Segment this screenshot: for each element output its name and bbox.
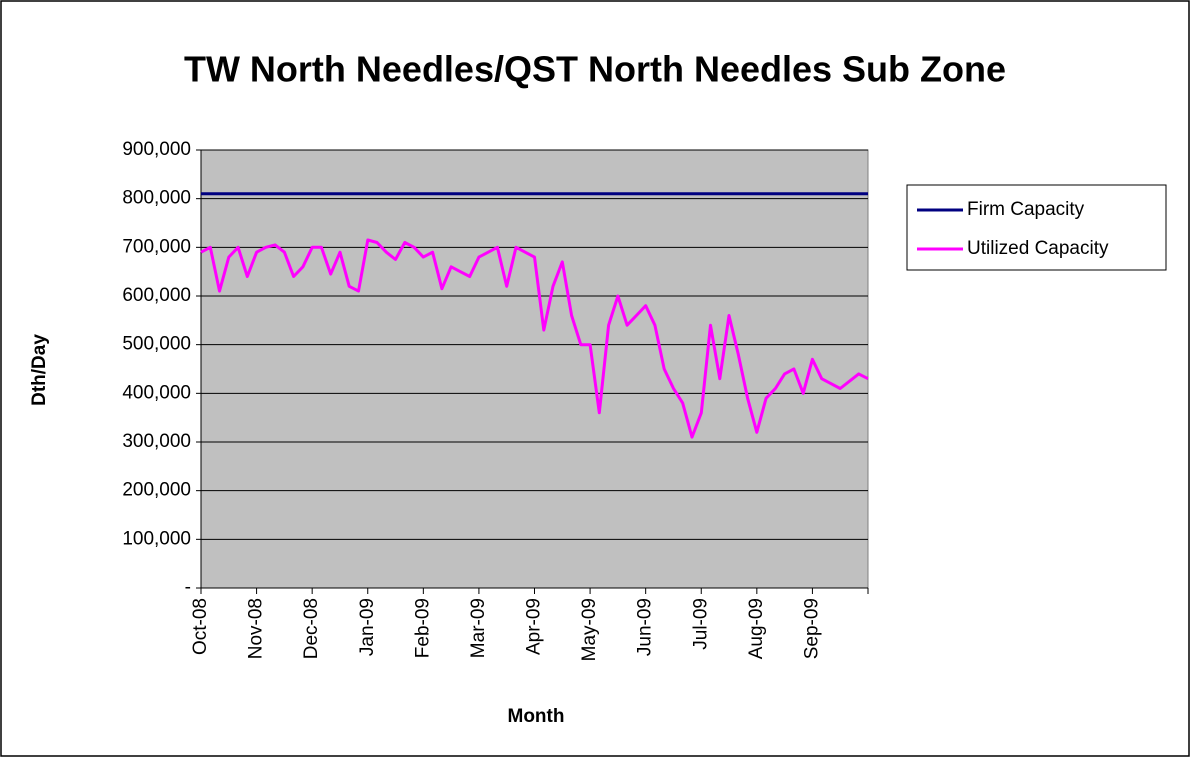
y-tick-label: 200,000 — [122, 480, 191, 501]
x-tick-label: Feb-09 — [412, 598, 433, 658]
series-line — [200, 238, 869, 439]
chart-title: TW North Needles/QST North Needles Sub Z… — [184, 49, 1006, 90]
legend — [906, 184, 1167, 271]
x-tick-label: Aug-09 — [746, 598, 767, 659]
x-tick-label: Jul-09 — [690, 598, 711, 650]
x-tick-label: Sep-09 — [801, 598, 822, 659]
x-tick-label: Nov-08 — [246, 598, 267, 659]
x-tick-label: Dec-08 — [301, 598, 322, 659]
x-tick-label: Apr-09 — [524, 598, 545, 655]
y-tick-label: 500,000 — [122, 334, 191, 355]
x-tick-label: Oct-08 — [190, 598, 211, 655]
y-tick-label: 400,000 — [122, 382, 191, 403]
y-tick-label: - — [185, 577, 191, 598]
y-tick-label: 800,000 — [122, 188, 191, 209]
y-tick-label: 300,000 — [122, 431, 191, 452]
x-tick-label: Jun-09 — [635, 598, 656, 656]
plot-area — [200, 149, 869, 589]
legend-label: Utilized Capacity — [967, 238, 1109, 259]
x-tick-label: Mar-09 — [468, 598, 489, 658]
x-tick-label: May-09 — [579, 598, 600, 661]
x-axis-label: Month — [508, 706, 565, 727]
x-tick-label: Jan-09 — [357, 598, 378, 656]
y-tick-label: 900,000 — [122, 139, 191, 160]
y-tick-label: 600,000 — [122, 285, 191, 306]
legend-label: Firm Capacity — [967, 199, 1085, 220]
y-axis-label: Dth/Day — [29, 334, 50, 406]
y-tick-label: 700,000 — [122, 236, 191, 257]
y-tick-label: 100,000 — [122, 528, 191, 549]
